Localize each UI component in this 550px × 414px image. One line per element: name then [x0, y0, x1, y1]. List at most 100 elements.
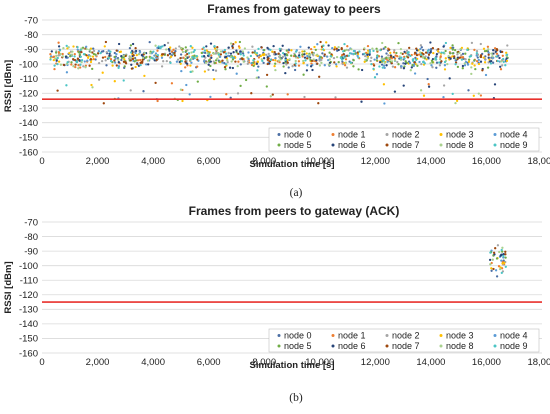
- data-point: [70, 63, 73, 66]
- data-point: [317, 102, 320, 105]
- data-point: [312, 58, 315, 61]
- data-point: [321, 48, 325, 51]
- series-node-4: [490, 249, 505, 272]
- data-point: [366, 53, 369, 56]
- data-point: [135, 59, 138, 62]
- data-point: [104, 59, 107, 62]
- data-point: [382, 47, 385, 50]
- data-point: [109, 50, 112, 53]
- data-point: [62, 63, 65, 67]
- data-point: [108, 52, 111, 55]
- data-point: [190, 51, 193, 54]
- data-point: [91, 67, 94, 71]
- data-point: [188, 93, 191, 96]
- x-axis-label: Simulation time [s]: [250, 360, 335, 371]
- legend-label: node 7: [392, 341, 420, 351]
- data-point: [322, 44, 325, 47]
- data-point: [499, 65, 502, 68]
- data-point: [303, 50, 306, 53]
- data-point: [53, 64, 56, 67]
- data-point: [291, 65, 294, 68]
- data-point: [357, 56, 360, 59]
- data-point: [505, 59, 509, 63]
- data-point: [88, 48, 91, 51]
- data-point: [179, 53, 183, 56]
- data-point: [59, 63, 63, 66]
- data-point: [318, 75, 321, 78]
- data-point: [352, 49, 355, 53]
- data-point: [378, 65, 381, 68]
- data-point: [408, 46, 411, 50]
- data-point: [505, 57, 508, 60]
- legend-label: node 6: [338, 140, 366, 150]
- data-point: [73, 58, 77, 62]
- data-point: [134, 51, 137, 55]
- data-point: [113, 80, 116, 83]
- data-point: [375, 73, 379, 76]
- x-tick-label: 4,000: [141, 156, 165, 167]
- data-point: [145, 63, 148, 66]
- data-point: [196, 80, 199, 83]
- data-point: [303, 95, 306, 99]
- data-point: [368, 48, 371, 52]
- data-point: [298, 51, 301, 54]
- data-point: [202, 46, 205, 49]
- data-point: [419, 55, 423, 58]
- data-point: [213, 45, 216, 48]
- data-point: [366, 57, 369, 60]
- data-point: [59, 52, 62, 56]
- data-point: [191, 55, 194, 59]
- data-point: [402, 84, 405, 87]
- data-point: [212, 52, 216, 55]
- data-point: [242, 54, 245, 57]
- legend-marker: [439, 133, 443, 136]
- data-point: [57, 60, 61, 63]
- data-point: [415, 58, 418, 62]
- data-point: [56, 89, 59, 92]
- data-point: [448, 77, 451, 80]
- data-point: [435, 66, 438, 69]
- data-point: [454, 101, 457, 105]
- data-point: [491, 61, 495, 64]
- data-point: [282, 65, 285, 68]
- data-point: [189, 70, 192, 74]
- data-point: [89, 60, 93, 64]
- data-point: [495, 55, 498, 58]
- data-point: [449, 57, 452, 60]
- data-point: [54, 57, 57, 60]
- data-point: [89, 58, 93, 61]
- data-point: [301, 53, 304, 56]
- data-point: [205, 45, 208, 48]
- data-point: [370, 62, 373, 66]
- data-point: [442, 95, 445, 99]
- data-point: [227, 54, 230, 57]
- data-point: [298, 55, 301, 59]
- data-point: [85, 54, 88, 57]
- data-point: [352, 65, 355, 68]
- data-point: [495, 275, 499, 278]
- data-point: [137, 53, 140, 56]
- data-point: [427, 83, 430, 86]
- data-point: [277, 52, 280, 55]
- data-point: [431, 66, 434, 69]
- legend-marker: [331, 143, 335, 147]
- data-point: [413, 61, 416, 64]
- data-point: [305, 69, 309, 72]
- data-point: [284, 71, 287, 75]
- data-point: [471, 62, 474, 65]
- data-point: [146, 59, 150, 62]
- data-point: [168, 52, 172, 55]
- data-point: [186, 52, 189, 56]
- data-point: [239, 53, 242, 56]
- data-point: [251, 45, 254, 48]
- data-point: [184, 46, 187, 49]
- data-point: [506, 44, 509, 47]
- data-point: [57, 41, 60, 44]
- x-tick-label: 12,000: [361, 156, 390, 167]
- data-point: [500, 259, 503, 262]
- legend-marker: [439, 344, 443, 348]
- data-point: [102, 102, 105, 105]
- data-point: [115, 64, 118, 67]
- data-point: [232, 51, 235, 54]
- data-point: [261, 53, 264, 56]
